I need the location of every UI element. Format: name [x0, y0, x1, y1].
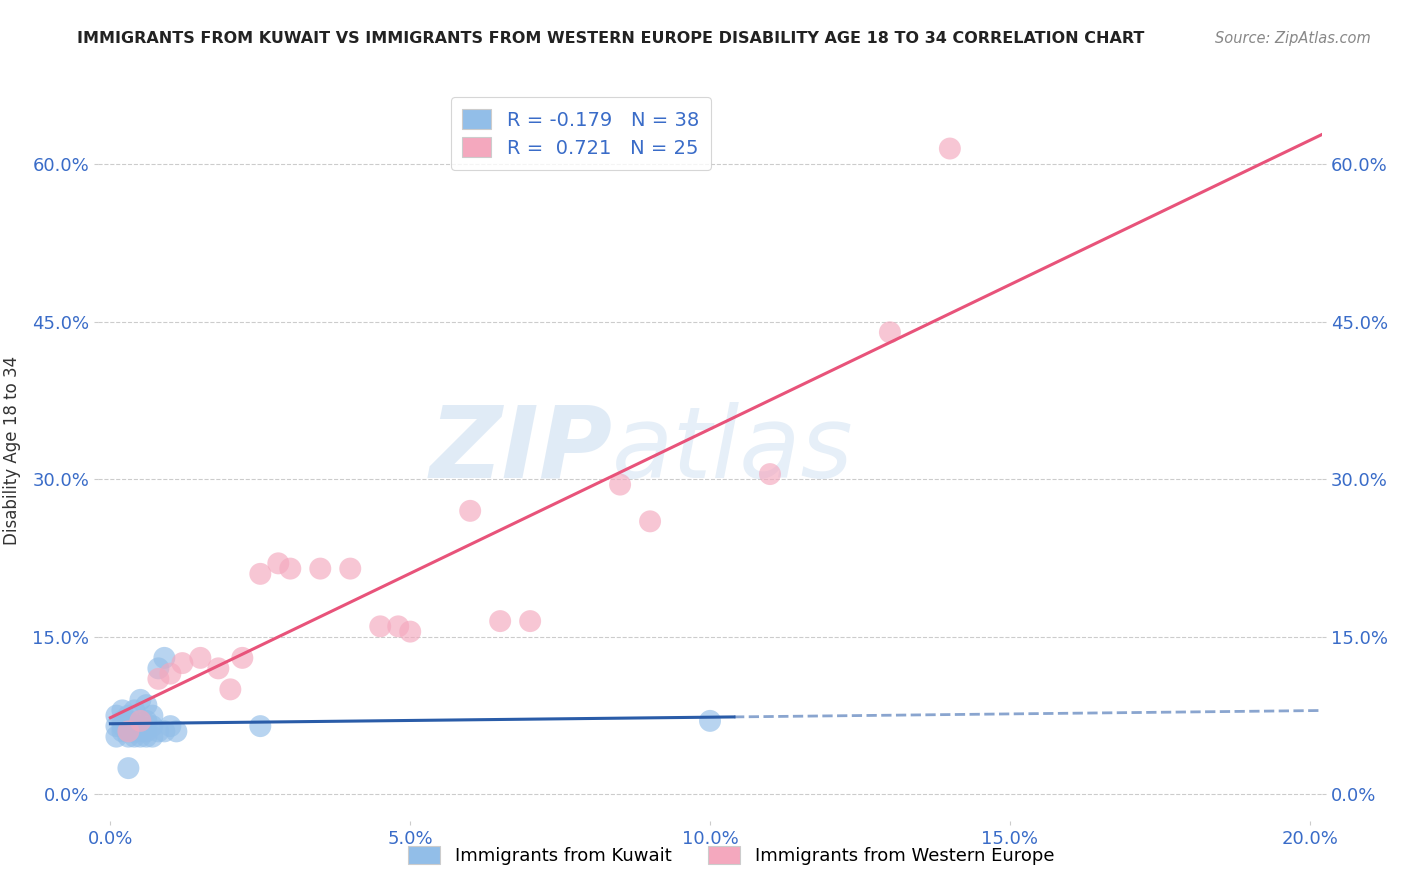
Point — [141, 730, 163, 744]
Point — [111, 714, 134, 728]
Point — [148, 672, 170, 686]
Point — [105, 730, 128, 744]
Point — [141, 708, 163, 723]
Point — [159, 719, 181, 733]
Point — [117, 719, 139, 733]
Point — [117, 708, 139, 723]
Point — [153, 651, 176, 665]
Point — [159, 666, 181, 681]
Point — [699, 714, 721, 728]
Text: Source: ZipAtlas.com: Source: ZipAtlas.com — [1215, 31, 1371, 46]
Point — [148, 661, 170, 675]
Point — [309, 561, 332, 575]
Point — [609, 477, 631, 491]
Point — [129, 724, 152, 739]
Text: atlas: atlas — [612, 402, 853, 499]
Point — [105, 719, 128, 733]
Point — [124, 724, 146, 739]
Point — [117, 730, 139, 744]
Point — [519, 614, 541, 628]
Point — [117, 714, 139, 728]
Point — [172, 656, 194, 670]
Point — [129, 714, 152, 728]
Point — [368, 619, 391, 633]
Point — [231, 651, 253, 665]
Point — [111, 724, 134, 739]
Point — [387, 619, 409, 633]
Point — [879, 326, 901, 340]
Point — [267, 557, 290, 571]
Point — [124, 719, 146, 733]
Point — [124, 724, 146, 739]
Point — [165, 724, 187, 739]
Point — [219, 682, 242, 697]
Point — [135, 714, 157, 728]
Point — [105, 708, 128, 723]
Point — [129, 693, 152, 707]
Point — [117, 724, 139, 739]
Point — [638, 514, 661, 528]
Point — [458, 504, 481, 518]
Point — [249, 566, 271, 581]
Point — [124, 703, 146, 717]
Point — [135, 730, 157, 744]
Text: ZIP: ZIP — [429, 402, 612, 499]
Point — [135, 724, 157, 739]
Point — [148, 724, 170, 739]
Point — [489, 614, 512, 628]
Point — [207, 661, 229, 675]
Y-axis label: Disability Age 18 to 34: Disability Age 18 to 34 — [3, 356, 21, 545]
Legend: R = -0.179   N = 38, R =  0.721   N = 25: R = -0.179 N = 38, R = 0.721 N = 25 — [451, 97, 711, 169]
Point — [399, 624, 422, 639]
Point — [759, 467, 782, 481]
Point — [278, 561, 301, 575]
Point — [129, 719, 152, 733]
Point — [188, 651, 211, 665]
Point — [117, 761, 139, 775]
Point — [111, 719, 134, 733]
Point — [339, 561, 361, 575]
Point — [249, 719, 271, 733]
Point — [135, 698, 157, 712]
Legend: Immigrants from Kuwait, Immigrants from Western Europe: Immigrants from Kuwait, Immigrants from … — [401, 839, 1062, 872]
Point — [939, 142, 962, 156]
Point — [129, 714, 152, 728]
Point — [124, 730, 146, 744]
Point — [129, 730, 152, 744]
Text: IMMIGRANTS FROM KUWAIT VS IMMIGRANTS FROM WESTERN EUROPE DISABILITY AGE 18 TO 34: IMMIGRANTS FROM KUWAIT VS IMMIGRANTS FRO… — [77, 31, 1144, 46]
Point — [117, 724, 139, 739]
Point — [153, 724, 176, 739]
Point — [141, 719, 163, 733]
Point — [111, 703, 134, 717]
